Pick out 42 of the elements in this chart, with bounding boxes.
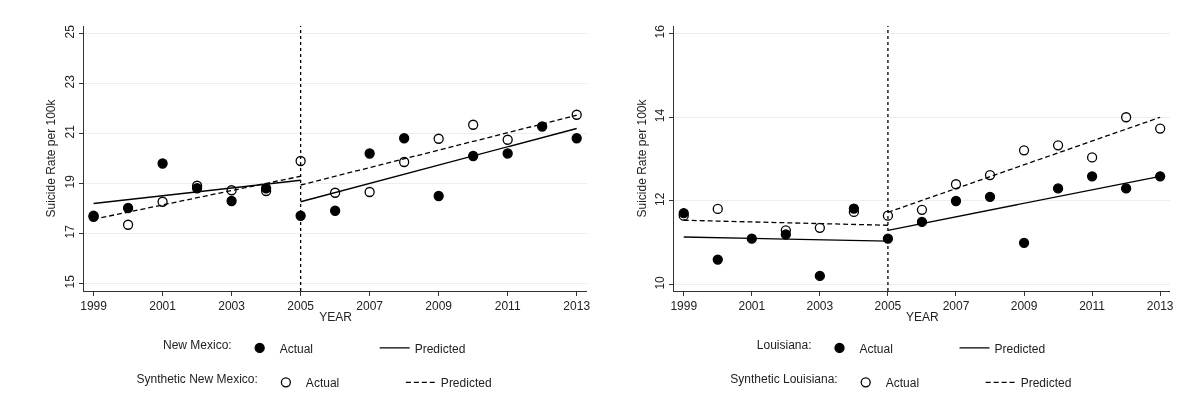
y-tick-label: 14	[653, 108, 668, 123]
x-tick-label: 2001	[149, 299, 177, 314]
x-tick-label: 2009	[425, 299, 453, 314]
y-tick-label: 21	[63, 124, 78, 139]
x-tick-label: 2005	[287, 299, 315, 314]
x-tick-label: 2003	[218, 299, 246, 314]
legend-label: Actual	[885, 376, 920, 391]
x-tick-label: 2005	[874, 299, 902, 314]
x-tick-label: 1999	[80, 299, 108, 314]
y-axis-title: Suicide Rate per 100k	[634, 98, 649, 218]
x-tick-label: 1999	[670, 299, 698, 314]
y-tick-label: 16	[653, 24, 668, 39]
y-tick-label: 23	[63, 74, 78, 89]
x-axis-title: YEAR	[319, 310, 353, 325]
x-tick-label: 2009	[1010, 299, 1038, 314]
y-tick-label: 19	[63, 174, 78, 189]
x-tick-label: 2001	[738, 299, 766, 314]
x-tick-label: 2011	[1079, 299, 1106, 314]
x-tick-label: 2011	[494, 299, 521, 314]
x-tick-label: 2007	[356, 299, 384, 314]
text: Louisiana:	[756, 338, 812, 352]
text: New Mexico:	[162, 338, 232, 352]
legend-label: Actual	[859, 341, 893, 356]
y-tick-label: 25	[63, 24, 78, 39]
x-tick-label: 2013	[563, 299, 591, 314]
x-tick-label: 2007	[942, 299, 970, 314]
y-tick-label: 12	[653, 192, 668, 206]
text: Synthetic Louisiana:	[730, 372, 838, 387]
text: Synthetic New Mexico:	[136, 372, 258, 387]
x-tick-label: 2003	[806, 299, 834, 314]
y-tick-label: 17	[63, 224, 78, 239]
legend-label: Predicted	[994, 341, 1046, 356]
legend-label: Actual	[279, 341, 314, 356]
legend-label: Actual	[305, 376, 340, 391]
y-tick-label: 10	[653, 275, 668, 290]
legend-label: Predicted	[440, 376, 492, 391]
y-axis-title: Suicide Rate per 100k	[44, 98, 59, 218]
y-tick-label: 15	[63, 274, 78, 289]
x-axis-title: YEAR	[905, 310, 939, 325]
x-tick-label: 2013	[1146, 299, 1174, 314]
legend-label: Predicted	[414, 341, 466, 356]
legend-label: Predicted	[1020, 376, 1072, 391]
